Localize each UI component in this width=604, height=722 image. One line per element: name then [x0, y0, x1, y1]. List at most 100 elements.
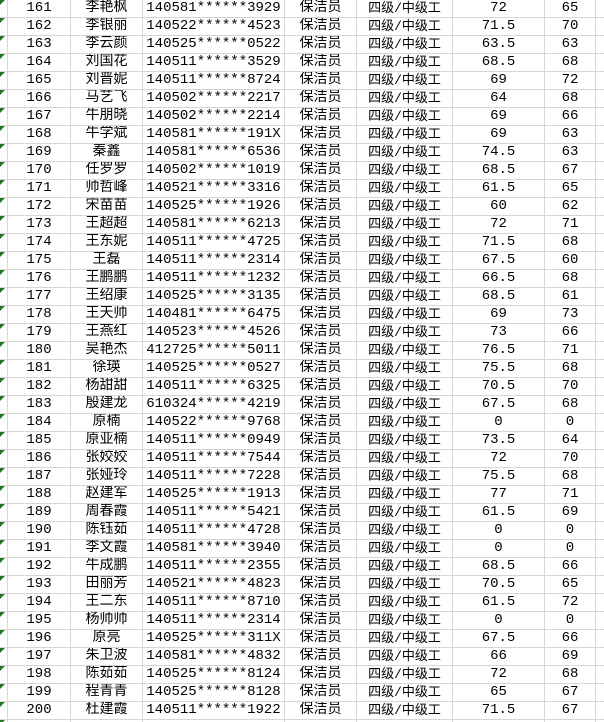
- row-number-cell[interactable]: 193: [8, 576, 71, 594]
- job-title-cell[interactable]: 保洁员: [285, 144, 357, 162]
- score2-cell[interactable]: 66: [545, 558, 596, 576]
- row-number-cell[interactable]: 172: [8, 198, 71, 216]
- score2-cell[interactable]: 70: [545, 18, 596, 36]
- score2-cell[interactable]: 70: [545, 450, 596, 468]
- level-cell[interactable]: 四级/中级工: [357, 108, 453, 126]
- next-column-sliver-cell[interactable]: [596, 18, 604, 36]
- job-title-cell[interactable]: 保洁员: [285, 450, 357, 468]
- job-title-cell[interactable]: 保洁员: [285, 306, 357, 324]
- id-number-cell[interactable]: 140525******311X: [143, 630, 285, 648]
- name-cell[interactable]: 徐瑛: [71, 360, 143, 378]
- job-title-cell[interactable]: 保洁员: [285, 396, 357, 414]
- id-number-cell[interactable]: 140523******4526: [143, 324, 285, 342]
- id-number-cell[interactable]: 140511******3529: [143, 54, 285, 72]
- name-cell[interactable]: 吴艳杰: [71, 342, 143, 360]
- score2-cell[interactable]: 73: [545, 306, 596, 324]
- level-cell[interactable]: 四级/中级工: [357, 342, 453, 360]
- score2-cell[interactable]: 65: [545, 576, 596, 594]
- next-column-sliver-cell[interactable]: [596, 198, 604, 216]
- next-column-sliver-cell[interactable]: [596, 360, 604, 378]
- level-cell[interactable]: 四级/中级工: [357, 126, 453, 144]
- name-cell[interactable]: 帅哲峰: [71, 180, 143, 198]
- score1-cell[interactable]: 63.5: [453, 36, 545, 54]
- next-column-sliver-cell[interactable]: [596, 558, 604, 576]
- level-cell[interactable]: 四级/中级工: [357, 270, 453, 288]
- score2-cell[interactable]: 63: [545, 126, 596, 144]
- row-number-cell[interactable]: 175: [8, 252, 71, 270]
- job-title-cell[interactable]: 保洁员: [285, 522, 357, 540]
- row-indicator-cell[interactable]: [0, 288, 8, 306]
- row-number-cell[interactable]: 198: [8, 666, 71, 684]
- next-column-sliver-cell[interactable]: [596, 522, 604, 540]
- level-cell[interactable]: 四级/中级工: [357, 54, 453, 72]
- next-column-sliver-cell[interactable]: [596, 270, 604, 288]
- id-number-cell[interactable]: 610324******4219: [143, 396, 285, 414]
- score2-cell[interactable]: 72: [545, 72, 596, 90]
- job-title-cell[interactable]: 保洁员: [285, 378, 357, 396]
- score2-cell[interactable]: 68: [545, 666, 596, 684]
- score2-cell[interactable]: 0: [545, 414, 596, 432]
- score2-cell[interactable]: 62: [545, 198, 596, 216]
- row-indicator-cell[interactable]: [0, 486, 8, 504]
- score2-cell[interactable]: 65: [545, 0, 596, 18]
- level-cell[interactable]: 四级/中级工: [357, 576, 453, 594]
- next-column-sliver-cell[interactable]: [596, 630, 604, 648]
- score2-cell[interactable]: 69: [545, 648, 596, 666]
- row-number-cell[interactable]: 167: [8, 108, 71, 126]
- score1-cell[interactable]: 67.5: [453, 396, 545, 414]
- level-cell[interactable]: 四级/中级工: [357, 216, 453, 234]
- job-title-cell[interactable]: 保洁员: [285, 180, 357, 198]
- id-number-cell[interactable]: 140521******4823: [143, 576, 285, 594]
- score1-cell[interactable]: 71.5: [453, 234, 545, 252]
- level-cell[interactable]: 四级/中级工: [357, 486, 453, 504]
- job-title-cell[interactable]: 保洁员: [285, 576, 357, 594]
- level-cell[interactable]: 四级/中级工: [357, 468, 453, 486]
- next-column-sliver-cell[interactable]: [596, 666, 604, 684]
- score1-cell[interactable]: 70.5: [453, 378, 545, 396]
- next-column-sliver-cell[interactable]: [596, 36, 604, 54]
- row-indicator-cell[interactable]: [0, 90, 8, 108]
- row-number-cell[interactable]: [8, 720, 71, 722]
- score2-cell[interactable]: 66: [545, 324, 596, 342]
- score2-cell[interactable]: 65: [545, 180, 596, 198]
- job-title-cell[interactable]: 保洁员: [285, 648, 357, 666]
- id-number-cell[interactable]: 140481******6475: [143, 306, 285, 324]
- next-column-sliver-cell[interactable]: [596, 216, 604, 234]
- level-cell[interactable]: 四级/中级工: [357, 288, 453, 306]
- row-number-cell[interactable]: 164: [8, 54, 71, 72]
- score1-cell[interactable]: 61.5: [453, 504, 545, 522]
- next-column-sliver-cell[interactable]: [596, 234, 604, 252]
- next-column-sliver-cell[interactable]: [596, 180, 604, 198]
- row-number-cell[interactable]: 180: [8, 342, 71, 360]
- job-title-cell[interactable]: 保洁员: [285, 432, 357, 450]
- next-column-sliver-cell[interactable]: [596, 108, 604, 126]
- level-cell[interactable]: 四级/中级工: [357, 594, 453, 612]
- job-title-cell[interactable]: 保洁员: [285, 270, 357, 288]
- job-title-cell[interactable]: 保洁员: [285, 54, 357, 72]
- score2-cell[interactable]: 60: [545, 252, 596, 270]
- id-number-cell[interactable]: 140511******5421: [143, 504, 285, 522]
- name-cell[interactable]: 周春霞: [71, 504, 143, 522]
- score2-cell[interactable]: 71: [545, 486, 596, 504]
- score1-cell[interactable]: [453, 720, 545, 722]
- job-title-cell[interactable]: 保洁员: [285, 18, 357, 36]
- name-cell[interactable]: 杨甜甜: [71, 378, 143, 396]
- id-number-cell[interactable]: 140511******0949: [143, 432, 285, 450]
- level-cell[interactable]: 四级/中级工: [357, 162, 453, 180]
- name-cell[interactable]: 陈钰茹: [71, 522, 143, 540]
- row-indicator-cell[interactable]: [0, 324, 8, 342]
- name-cell[interactable]: 王东妮: [71, 234, 143, 252]
- name-cell[interactable]: 宋苗苗: [71, 198, 143, 216]
- name-cell[interactable]: 原楠: [71, 414, 143, 432]
- job-title-cell[interactable]: 保洁员: [285, 36, 357, 54]
- name-cell[interactable]: 刘晋妮: [71, 72, 143, 90]
- row-number-cell[interactable]: 174: [8, 234, 71, 252]
- score1-cell[interactable]: 61.5: [453, 180, 545, 198]
- row-indicator-cell[interactable]: [0, 612, 8, 630]
- next-column-sliver-cell[interactable]: [596, 612, 604, 630]
- next-column-sliver-cell[interactable]: [596, 162, 604, 180]
- level-cell[interactable]: 四级/中级工: [357, 648, 453, 666]
- row-number-cell[interactable]: 170: [8, 162, 71, 180]
- score1-cell[interactable]: 73.5: [453, 432, 545, 450]
- row-number-cell[interactable]: 176: [8, 270, 71, 288]
